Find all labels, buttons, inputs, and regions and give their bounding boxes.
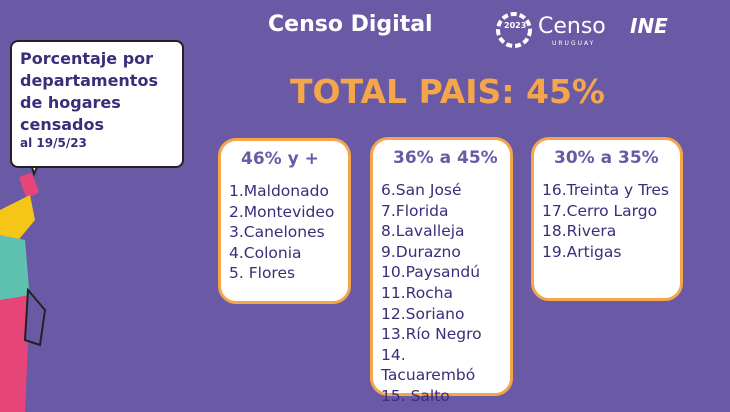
group-box: 46% y + 1.Maldonado 2.Montevideo 3.Canelone… <box>218 138 351 304</box>
logo-icon <box>496 12 532 48</box>
logo-year: 2023 <box>504 21 527 30</box>
group-item: 3.Canelones <box>229 223 325 242</box>
group-item: 16.Treinta y Tres <box>542 181 669 199</box>
group-heading: 30% a 35% <box>554 148 659 168</box>
group-heading: 36% a 45% <box>393 148 498 168</box>
logo-country: URUGUAY <box>552 40 596 47</box>
callout-title: Porcentaje por departamentos de hogares … <box>20 49 158 134</box>
group-item: 10.Paysandú <box>381 263 481 282</box>
group-item: 13.Río Negro <box>381 325 482 344</box>
total: TOTAL PAIS: 45% <box>290 72 605 111</box>
group-box: 30% a 35% 16.Treinta y Tres 17.Cerro Largo… <box>531 137 683 301</box>
group-item: 17.Cerro Largo <box>542 201 658 220</box>
callout-date: al 19/5/23 <box>20 136 87 150</box>
group-item: 11.Rocha <box>381 283 454 302</box>
group-item: 8.Lavalleja <box>381 222 465 241</box>
logo-name: Censo <box>538 14 606 39</box>
ine-logo: INE <box>630 14 668 38</box>
group-item: 6.San José <box>381 181 462 199</box>
group-box: 36% a 45% 6.San José 7.Florida 8.Lavalleja 9… <box>370 137 513 405</box>
group-heading: 46% y + <box>241 149 319 169</box>
group-item: 5. Flores <box>229 264 296 283</box>
group-item: 4.Colonia <box>229 243 302 262</box>
group-item: 9.Durazno <box>381 242 461 261</box>
group-item: 15. Salto <box>381 386 450 405</box>
title: Censo Digital <box>268 12 433 37</box>
group-item: 2.Montevideo <box>229 202 335 221</box>
illustration <box>0 160 47 412</box>
group-item: 12.Soriano <box>381 304 465 323</box>
group-item: 14. Tacuarembó <box>381 345 476 385</box>
group-item: 19.Artigas <box>542 242 622 261</box>
callout: Porcentaje por departamentos de hogares … <box>10 40 184 168</box>
group-item: 18.Rivera <box>542 222 617 241</box>
group-item: 7.Florida <box>381 201 449 220</box>
group-item: 1.Maldonado <box>229 182 329 200</box>
